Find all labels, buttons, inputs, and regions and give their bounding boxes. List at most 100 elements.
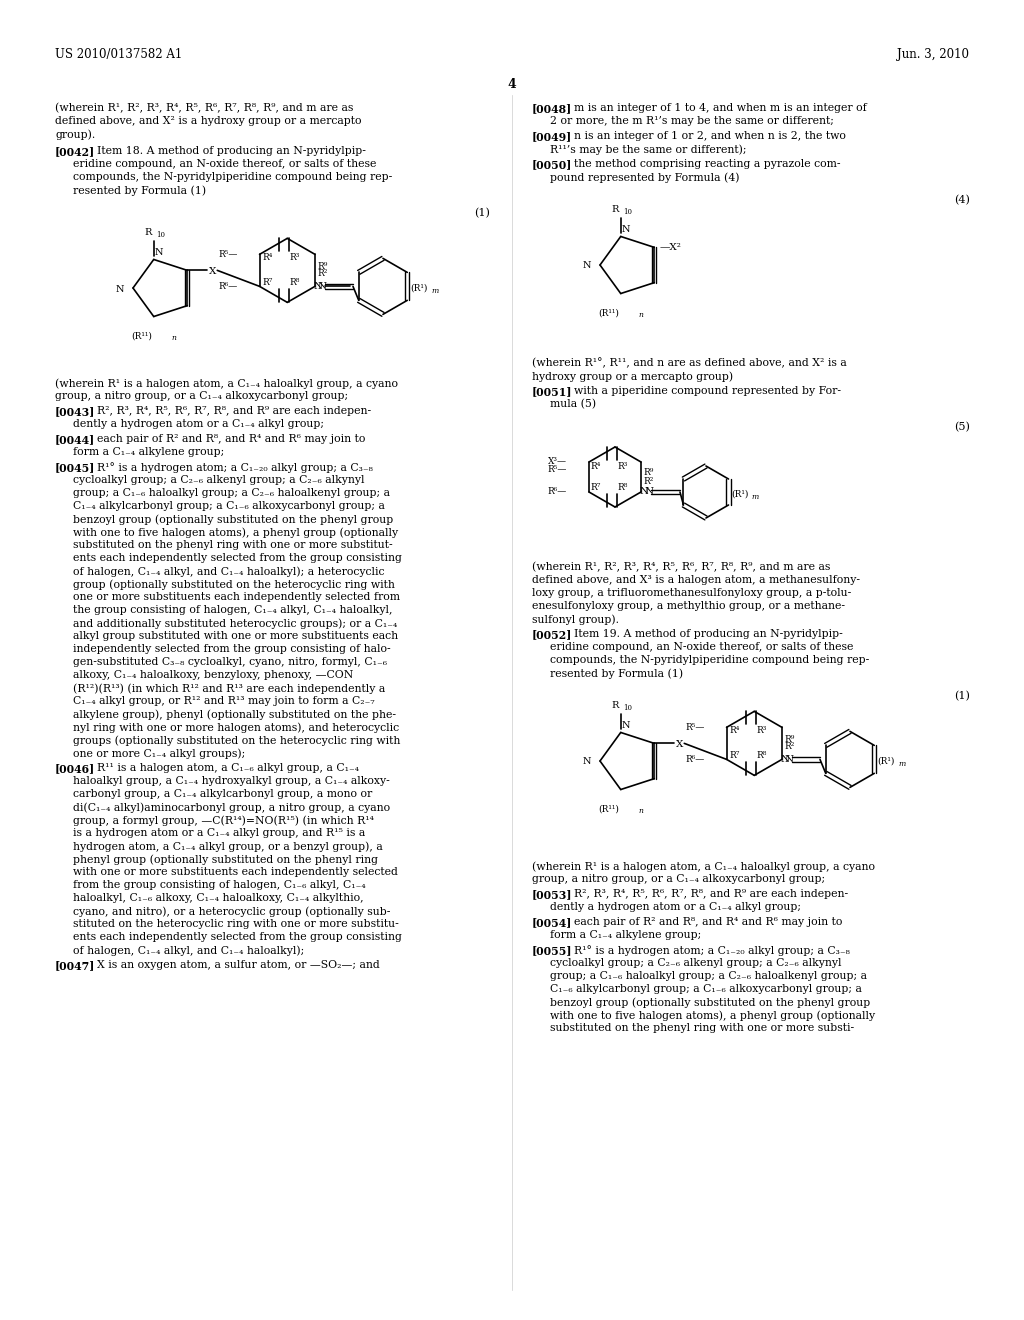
Text: dently a hydrogen atom or a C₁₋₄ alkyl group;: dently a hydrogen atom or a C₁₋₄ alkyl g…: [73, 418, 324, 429]
Text: cycloalkyl group; a C₂₋₆ alkenyl group; a C₂₋₆ alkynyl: cycloalkyl group; a C₂₋₆ alkenyl group; …: [550, 958, 842, 968]
Text: R: R: [611, 701, 618, 710]
Text: R³: R³: [617, 462, 628, 471]
Text: R⁵—: R⁵—: [548, 466, 567, 474]
Text: [0053]: [0053]: [532, 888, 572, 900]
Text: the group consisting of halogen, C₁₋₄ alkyl, C₁₋₄ haloalkyl,: the group consisting of halogen, C₁₋₄ al…: [73, 605, 392, 615]
Text: N: N: [583, 758, 591, 767]
Text: R², R³, R⁴, R⁵, R⁶, R⁷, R⁸, and R⁹ are each indepen-: R², R³, R⁴, R⁵, R⁶, R⁷, R⁸, and R⁹ are e…: [97, 407, 371, 416]
Text: group; a C₁₋₆ haloalkyl group; a C₂₋₆ haloalkenyl group; a: group; a C₁₋₆ haloalkyl group; a C₂₋₆ ha…: [73, 488, 390, 498]
Text: hydrogen atom, a C₁₋₄ alkyl group, or a benzyl group), a: hydrogen atom, a C₁₋₄ alkyl group, or a …: [73, 841, 383, 851]
Text: [0042]: [0042]: [55, 147, 95, 157]
Text: form a C₁₋₄ alkylene group;: form a C₁₋₄ alkylene group;: [73, 447, 224, 457]
Text: dently a hydrogen atom or a C₁₋₄ alkyl group;: dently a hydrogen atom or a C₁₋₄ alkyl g…: [550, 902, 801, 912]
Text: R⁸: R⁸: [757, 751, 767, 760]
Text: R³: R³: [757, 726, 767, 735]
Text: ents each independently selected from the group consisting: ents each independently selected from th…: [73, 932, 401, 942]
Text: X³—: X³—: [548, 458, 567, 466]
Text: n is an integer of 1 or 2, and when n is 2, the two: n is an integer of 1 or 2, and when n is…: [574, 131, 846, 141]
Text: sulfonyl group).: sulfonyl group).: [532, 614, 618, 624]
Text: (R¹¹): (R¹¹): [132, 331, 153, 341]
Text: N: N: [155, 248, 163, 257]
Text: R²: R²: [784, 742, 795, 751]
Text: N: N: [781, 755, 790, 764]
Text: enesulfonyloxy group, a methylthio group, or a methane-: enesulfonyloxy group, a methylthio group…: [532, 601, 845, 611]
Text: R⁴: R⁴: [591, 462, 601, 471]
Text: with one or more substituents each independently selected: with one or more substituents each indep…: [73, 867, 398, 876]
Text: —X²: —X²: [659, 243, 681, 252]
Text: group, a nitro group, or a C₁₋₄ alkoxycarbonyl group;: group, a nitro group, or a C₁₋₄ alkoxyca…: [532, 874, 825, 884]
Text: R⁷: R⁷: [263, 279, 273, 288]
Text: benzoyl group (optionally substituted on the phenyl group: benzoyl group (optionally substituted on…: [73, 513, 393, 524]
Text: phenyl group (optionally substituted on the phenyl ring: phenyl group (optionally substituted on …: [73, 854, 378, 865]
Text: Item 18. A method of producing an N-pyridylpip-: Item 18. A method of producing an N-pyri…: [97, 147, 366, 156]
Text: 10: 10: [623, 209, 632, 216]
Text: R⁸: R⁸: [617, 483, 628, 492]
Text: alkoxy, C₁₋₄ haloalkoxy, benzyloxy, phenoxy, —CON: alkoxy, C₁₋₄ haloalkoxy, benzyloxy, phen…: [73, 671, 353, 680]
Text: X: X: [209, 267, 217, 276]
Text: substituted on the phenyl ring with one or more substitut-: substituted on the phenyl ring with one …: [73, 540, 392, 550]
Text: C₁₋₄ alkyl group, or R¹² and R¹³ may join to form a C₂₋₇: C₁₋₄ alkyl group, or R¹² and R¹³ may joi…: [73, 696, 375, 706]
Text: stituted on the heterocyclic ring with one or more substitu-: stituted on the heterocyclic ring with o…: [73, 919, 398, 929]
Text: R²: R²: [317, 269, 328, 279]
Text: compounds, the N-pyridylpiperidine compound being rep-: compounds, the N-pyridylpiperidine compo…: [550, 655, 869, 665]
Text: R: R: [144, 228, 152, 238]
Text: R⁴: R⁴: [730, 726, 740, 735]
Text: each pair of R² and R⁸, and R⁴ and R⁶ may join to: each pair of R² and R⁸, and R⁴ and R⁶ ma…: [574, 917, 843, 927]
Text: (R¹): (R¹): [731, 490, 749, 499]
Text: (1): (1): [954, 690, 970, 701]
Text: alkylene group), phenyl (optionally substituted on the phe-: alkylene group), phenyl (optionally subs…: [73, 709, 396, 719]
Text: R⁹: R⁹: [784, 735, 795, 744]
Text: group; a C₁₋₆ haloalkyl group; a C₂₋₆ haloalkenyl group; a: group; a C₁₋₆ haloalkyl group; a C₂₋₆ ha…: [550, 972, 867, 981]
Text: with one to five halogen atoms), a phenyl group (optionally: with one to five halogen atoms), a pheny…: [73, 527, 398, 537]
Text: US 2010/0137582 A1: US 2010/0137582 A1: [55, 48, 182, 61]
Text: m is an integer of 1 to 4, and when m is an integer of: m is an integer of 1 to 4, and when m is…: [574, 103, 866, 114]
Text: eridine compound, an N-oxide thereof, or salts of these: eridine compound, an N-oxide thereof, or…: [73, 158, 377, 169]
Text: m: m: [752, 492, 759, 502]
Text: 10: 10: [623, 705, 632, 713]
Text: [0050]: [0050]: [532, 158, 572, 170]
Text: R¹¹ is a halogen atom, a C₁₋₆ alkyl group, a C₁₋₄: R¹¹ is a halogen atom, a C₁₋₆ alkyl grou…: [97, 763, 359, 774]
Text: (4): (4): [954, 195, 970, 206]
Text: groups (optionally substituted on the heterocyclic ring with: groups (optionally substituted on the he…: [73, 735, 400, 746]
Text: n: n: [639, 807, 644, 814]
Text: (wherein R¹ is a halogen atom, a C₁₋₄ haloalkyl group, a cyano: (wherein R¹ is a halogen atom, a C₁₋₄ ha…: [532, 861, 874, 871]
Text: eridine compound, an N-oxide thereof, or salts of these: eridine compound, an N-oxide thereof, or…: [550, 642, 853, 652]
Text: R³: R³: [289, 253, 300, 263]
Text: group).: group).: [55, 129, 95, 140]
Text: [0047]: [0047]: [55, 960, 95, 972]
Text: and additionally substituted heterocyclic groups); or a C₁₋₄: and additionally substituted heterocycli…: [73, 618, 397, 628]
Text: with one to five halogen atoms), a phenyl group (optionally: with one to five halogen atoms), a pheny…: [550, 1010, 876, 1020]
Text: (wherein R¹, R², R³, R⁴, R⁵, R⁶, R⁷, R⁸, R⁹, and m are as: (wherein R¹, R², R³, R⁴, R⁵, R⁶, R⁷, R⁸,…: [55, 103, 353, 114]
Text: R⁴: R⁴: [263, 253, 273, 263]
Text: [0046]: [0046]: [55, 763, 95, 774]
Text: from the group consisting of halogen, C₁₋₆ alkyl, C₁₋₄: from the group consisting of halogen, C₁…: [73, 880, 366, 890]
Text: C₁₋₄ alkylcarbonyl group; a C₁₋₆ alkoxycarbonyl group; a: C₁₋₄ alkylcarbonyl group; a C₁₋₆ alkoxyc…: [73, 502, 385, 511]
Text: 4: 4: [508, 78, 516, 91]
Text: group, a formyl group, —C(R¹⁴)=NO(R¹⁵) (in which R¹⁴: group, a formyl group, —C(R¹⁴)=NO(R¹⁵) (…: [73, 814, 374, 825]
Text: alkyl group substituted with one or more substituents each: alkyl group substituted with one or more…: [73, 631, 398, 642]
Text: (R¹²)(R¹³) (in which R¹² and R¹³ are each independently a: (R¹²)(R¹³) (in which R¹² and R¹³ are eac…: [73, 682, 385, 693]
Text: N: N: [622, 722, 630, 730]
Text: with a piperidine compound represented by For-: with a piperidine compound represented b…: [574, 385, 841, 396]
Text: defined above, and X² is a hydroxy group or a mercapto: defined above, and X² is a hydroxy group…: [55, 116, 361, 125]
Text: group, a nitro group, or a C₁₋₄ alkoxycarbonyl group;: group, a nitro group, or a C₁₋₄ alkoxyca…: [55, 391, 348, 401]
Text: cyano, and nitro), or a heterocyclic group (optionally sub-: cyano, and nitro), or a heterocyclic gro…: [73, 906, 390, 916]
Text: R⁶—: R⁶—: [218, 282, 238, 290]
Text: (R¹¹): (R¹¹): [599, 804, 620, 813]
Text: N: N: [583, 261, 591, 271]
Text: benzoyl group (optionally substituted on the phenyl group: benzoyl group (optionally substituted on…: [550, 997, 870, 1007]
Text: group (optionally substituted on the heterocyclic ring with: group (optionally substituted on the het…: [73, 579, 395, 590]
Text: R⁷: R⁷: [591, 483, 601, 492]
Text: (R¹): (R¹): [411, 284, 428, 293]
Text: N: N: [640, 487, 649, 496]
Text: loxy group, a trifluoromethanesulfonyloxy group, a p-tolu-: loxy group, a trifluoromethanesulfonylox…: [532, 587, 851, 598]
Text: R⁸: R⁸: [289, 279, 300, 288]
Text: R: R: [611, 206, 618, 214]
Text: [0052]: [0052]: [532, 630, 572, 640]
Text: independently selected from the group consisting of halo-: independently selected from the group co…: [73, 644, 390, 653]
Text: (1): (1): [474, 209, 490, 218]
Text: X is an oxygen atom, a sulfur atom, or —SO₂—; and: X is an oxygen atom, a sulfur atom, or —…: [97, 960, 380, 970]
Text: [0055]: [0055]: [532, 945, 572, 956]
Text: R⁶—: R⁶—: [548, 487, 567, 496]
Text: R¹° is a hydrogen atom; a C₁₋₂₀ alkyl group; a C₃₋₈: R¹° is a hydrogen atom; a C₁₋₂₀ alkyl gr…: [97, 462, 373, 473]
